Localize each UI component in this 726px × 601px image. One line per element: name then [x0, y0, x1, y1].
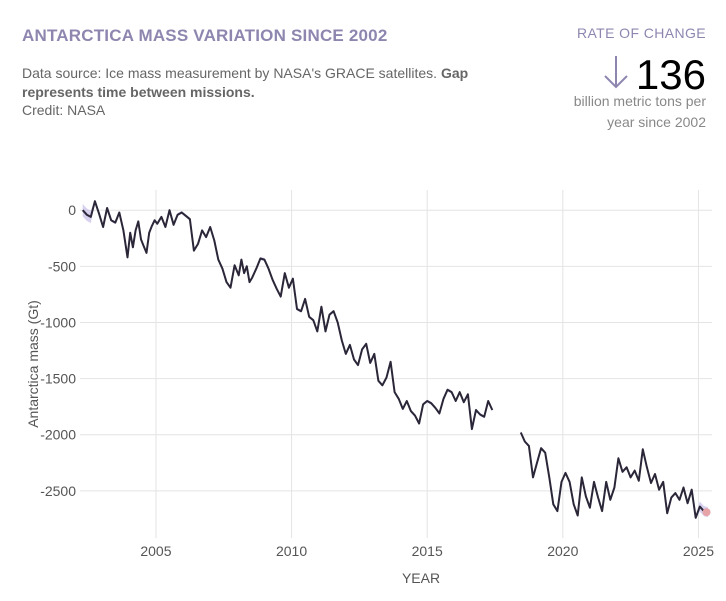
credit-text: Credit: NASA: [22, 102, 106, 118]
rate-of-change-value: 136: [635, 51, 706, 98]
data-source-note: Data source: Ice mass measurement by NAS…: [22, 64, 502, 102]
gap-note: Gap represents time between missions.: [22, 65, 469, 100]
y-axis-title: Antarctica mass (Gt): [25, 300, 41, 428]
rate-of-change-unit: billion metric tons per year since 2002: [573, 93, 706, 130]
y-tick-label: -2000: [40, 427, 76, 443]
mass-series-line: [519, 432, 709, 519]
mass-series-line: [81, 200, 494, 431]
y-tick-label: -1000: [40, 314, 76, 330]
uncertainty-bands: [82, 199, 708, 520]
x-tick-label: 2010: [276, 543, 307, 559]
latest-point: [702, 508, 711, 517]
x-tick-label: 2020: [547, 543, 578, 559]
x-axis-title: YEAR: [402, 570, 440, 586]
uncertainty-band: [82, 199, 493, 431]
y-axis-ticks: 0 -500 -1000 -1500 -2000 -2500: [40, 202, 76, 499]
series-lines: [81, 200, 709, 519]
latest-point-marker: [702, 508, 711, 517]
x-tick-label: 2015: [412, 543, 443, 559]
chart-title: ANTARCTICA MASS VARIATION SINCE 2002: [22, 26, 388, 45]
y-tick-label: -500: [48, 258, 76, 274]
x-tick-label: 2025: [683, 543, 714, 559]
grid-lines: [80, 190, 712, 538]
y-tick-label: 0: [68, 202, 76, 218]
y-tick-label: -2500: [40, 483, 76, 499]
x-axis-ticks: 2005 2010 2015 2020 2025: [140, 543, 714, 559]
y-tick-label: -1500: [40, 371, 76, 387]
rate-of-change-label: RATE OF CHANGE: [576, 25, 706, 41]
x-tick-label: 2005: [140, 543, 171, 559]
down-arrow-icon: [604, 56, 628, 89]
data-source-text: Data source: Ice mass measurement by NAS…: [22, 65, 441, 81]
